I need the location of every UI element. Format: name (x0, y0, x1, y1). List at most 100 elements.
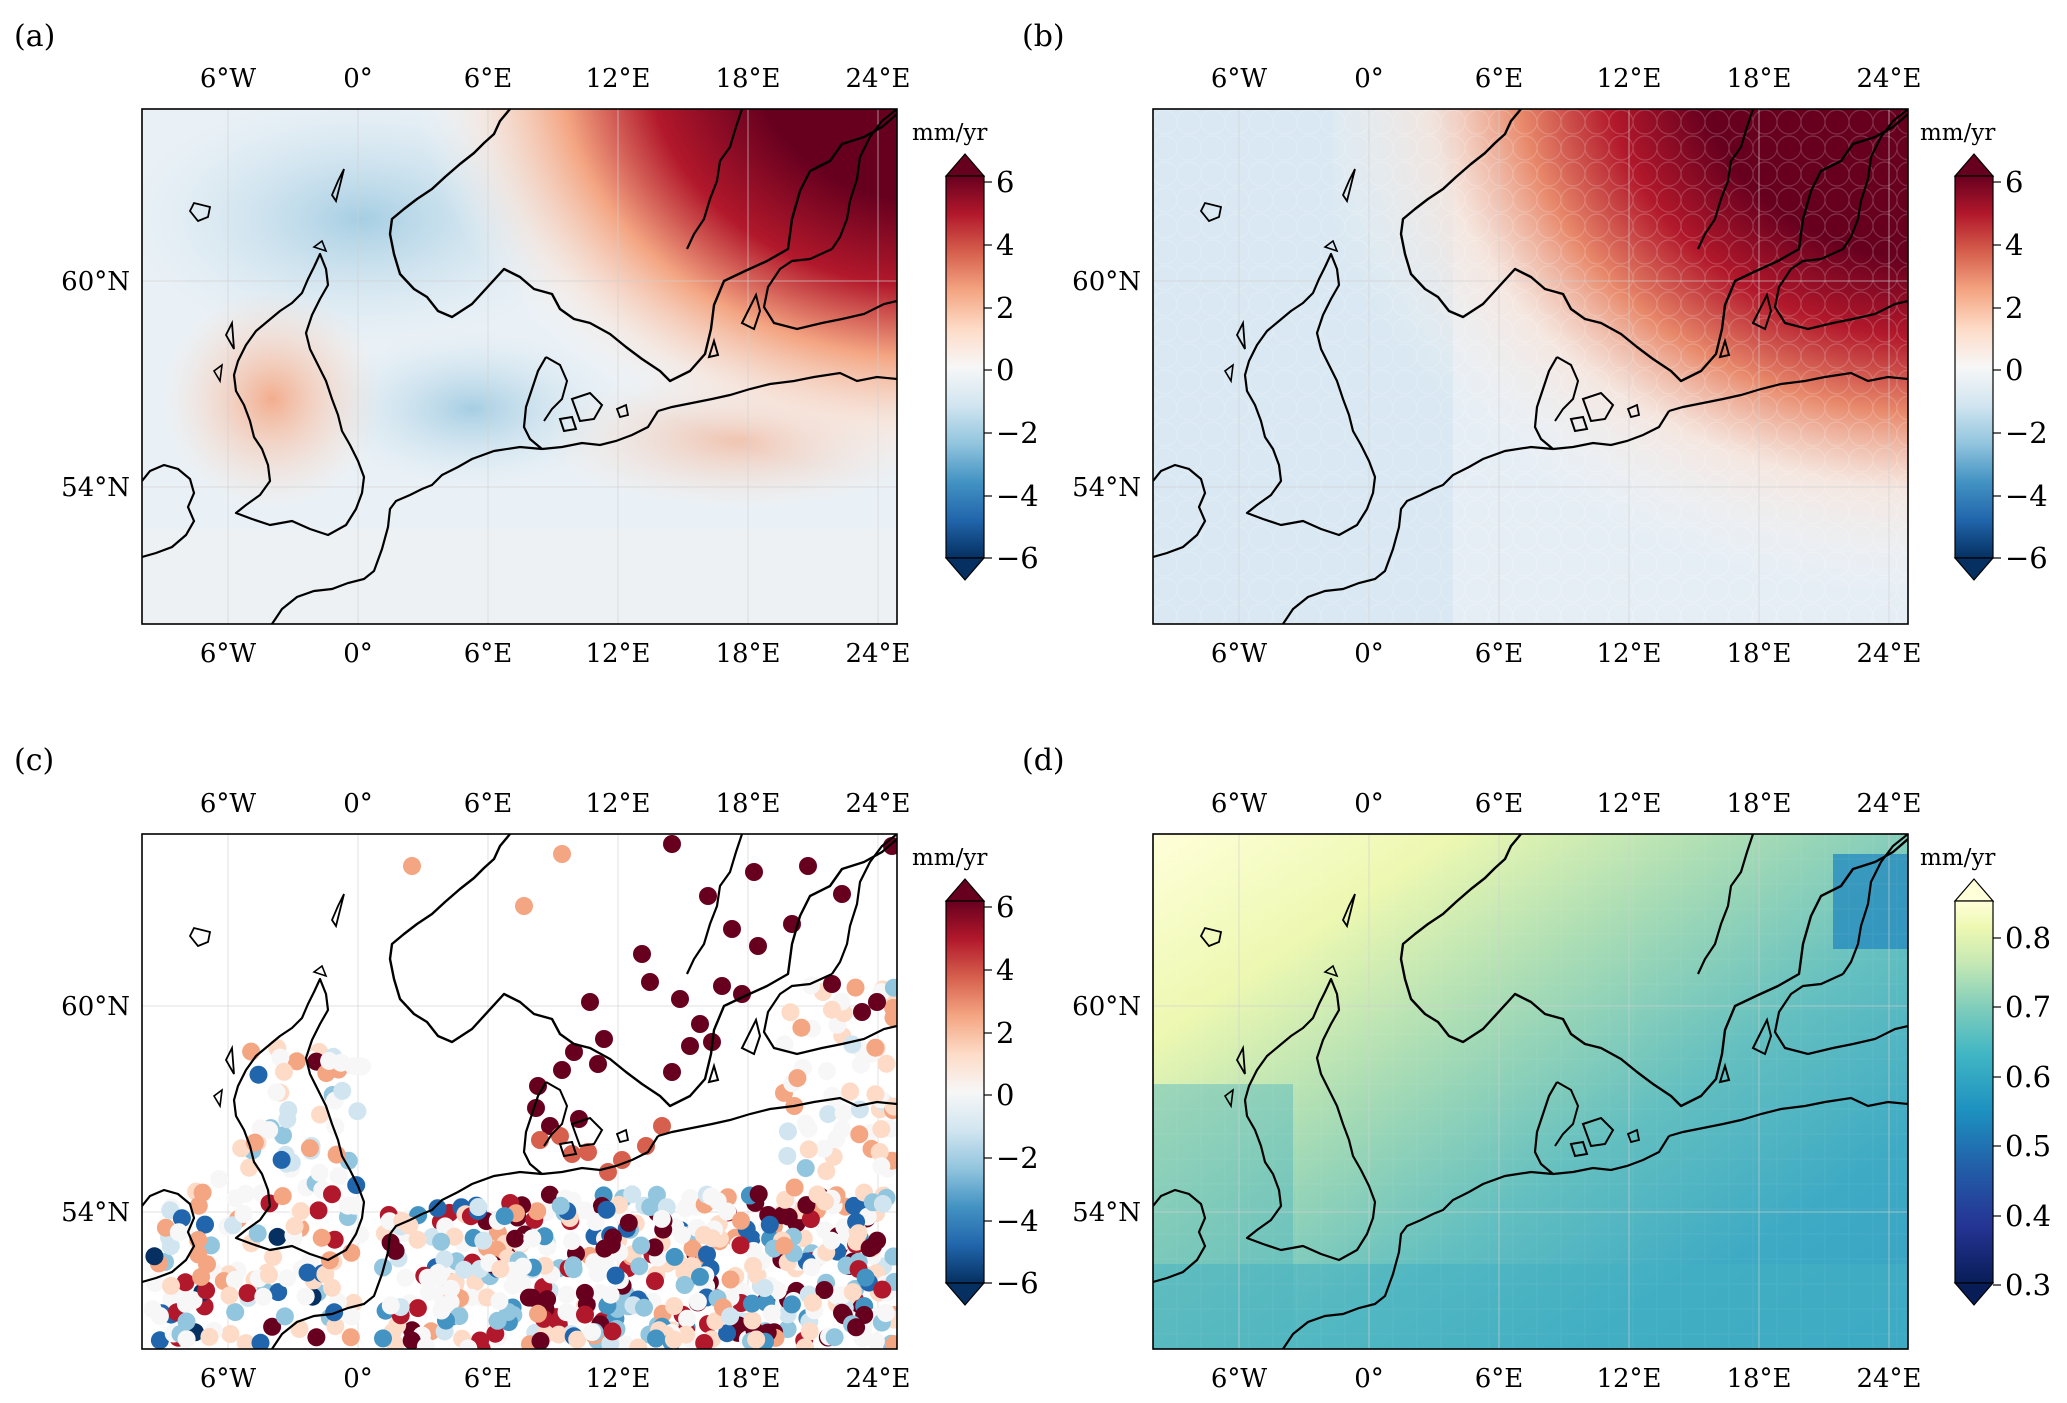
colorbar-unit-label: mm/yr (912, 120, 987, 146)
station-point (200, 1327, 219, 1346)
station-point (876, 1304, 895, 1322)
station-point (351, 1225, 370, 1244)
map-frame-b (1152, 108, 1909, 625)
colorbar-tick: 0.8 (2005, 921, 2051, 955)
colorbar-tick: 4 (2005, 228, 2023, 262)
colorbar-tick: −6 (996, 1266, 1039, 1300)
lat-tick: 54°N (1072, 473, 1141, 503)
station-point (267, 1083, 286, 1102)
station-point (198, 1255, 216, 1274)
colorbar-tick: 2 (2005, 291, 2023, 325)
station-point (841, 1082, 860, 1101)
lat-tick: 60°N (1072, 992, 1141, 1022)
station-point (683, 1239, 702, 1258)
station-point (708, 1192, 727, 1210)
colorbar-tick: 0.6 (2005, 1060, 2051, 1094)
station-point (652, 1209, 671, 1228)
station-point (884, 978, 897, 997)
lon-tick: 6°W (1211, 789, 1268, 819)
station-point (169, 1223, 188, 1242)
panel-a: (a) (14, 19, 898, 625)
lon-tick: 6°W (200, 789, 257, 819)
station-point (260, 1121, 279, 1140)
lat-tick: 54°N (61, 473, 130, 503)
station-point (796, 1159, 815, 1178)
station-point (606, 1266, 625, 1285)
lon-tick: 18°E (715, 1364, 780, 1394)
station-points (143, 835, 897, 1349)
station-point (177, 1330, 196, 1349)
station-point (352, 1057, 371, 1076)
station-point (823, 1000, 841, 1019)
colorbar-tick: 0 (2005, 353, 2023, 387)
station-point (884, 1008, 897, 1027)
station-point (273, 1187, 292, 1206)
colorbar-tick: 0 (996, 353, 1014, 387)
station-point (329, 1166, 348, 1185)
station-point (161, 1237, 180, 1256)
lon-tick: 12°E (1596, 1364, 1661, 1394)
lat-tick: 54°N (61, 1198, 130, 1228)
station-point (176, 1273, 195, 1292)
station-point (817, 1162, 836, 1181)
colorbar-tick: −6 (2005, 541, 2048, 575)
lon-tick: 24°E (845, 64, 910, 94)
lon-tick: 0° (343, 789, 373, 819)
colorbar-extend-min (1953, 557, 1995, 581)
panel-label-d: (d) (1022, 743, 1065, 778)
station-point (641, 1198, 660, 1216)
colorbar-tick: 2 (996, 291, 1014, 325)
station-point (822, 1231, 841, 1250)
station-point (633, 945, 651, 963)
station-point (796, 1338, 814, 1349)
station-point (641, 973, 659, 991)
lon-tick: 0° (1354, 64, 1384, 94)
station-point (825, 1088, 844, 1107)
station-point (333, 1081, 352, 1100)
station-point (575, 1201, 594, 1220)
station-point (474, 1231, 493, 1250)
station-point (242, 1042, 261, 1061)
station-point (296, 1287, 315, 1306)
station-point (860, 1239, 879, 1258)
station-point (814, 1139, 833, 1158)
panel-b: (b) (1022, 19, 1909, 625)
lon-tick: 0° (343, 639, 373, 669)
station-point (629, 1338, 648, 1349)
station-point (298, 1263, 317, 1282)
station-point (455, 1260, 474, 1279)
station-point (817, 1062, 836, 1081)
station-point (184, 1291, 203, 1310)
station-point (435, 1250, 454, 1269)
station-point (884, 1247, 897, 1266)
station-point (630, 1257, 649, 1276)
lon-tick: 0° (343, 1364, 373, 1394)
lon-tick: 0° (1354, 789, 1384, 819)
lon-tick: 24°E (845, 789, 910, 819)
station-point (760, 1215, 779, 1234)
station-point (749, 1185, 768, 1204)
station-point (844, 1196, 863, 1215)
lon-tick: 18°E (715, 789, 780, 819)
station-point (563, 1232, 581, 1250)
colorbar-ramp (1954, 175, 1994, 559)
station-point (506, 1229, 525, 1248)
station-point (150, 1331, 169, 1349)
station-point (773, 1206, 792, 1225)
colorbar-tick: 4 (996, 953, 1014, 987)
station-point (583, 1323, 602, 1342)
station-point (775, 1236, 794, 1255)
colorbar-extend-min (1953, 1282, 1995, 1306)
colorbar-tick: −2 (2005, 416, 2048, 450)
lon-tick: 6°E (1475, 64, 1524, 94)
station-point (678, 1309, 697, 1328)
lat-tick-labels: 60°N 54°N 60°N 54°N 60°N 54°N 60°N 54°N (61, 267, 1141, 1228)
station-point (290, 1319, 309, 1338)
station-point (847, 1318, 866, 1337)
lon-tick: 24°E (1856, 639, 1921, 669)
station-point (778, 1146, 797, 1165)
lon-tick: 6°W (200, 1364, 257, 1394)
station-point (749, 937, 767, 955)
station-point (249, 1065, 268, 1084)
